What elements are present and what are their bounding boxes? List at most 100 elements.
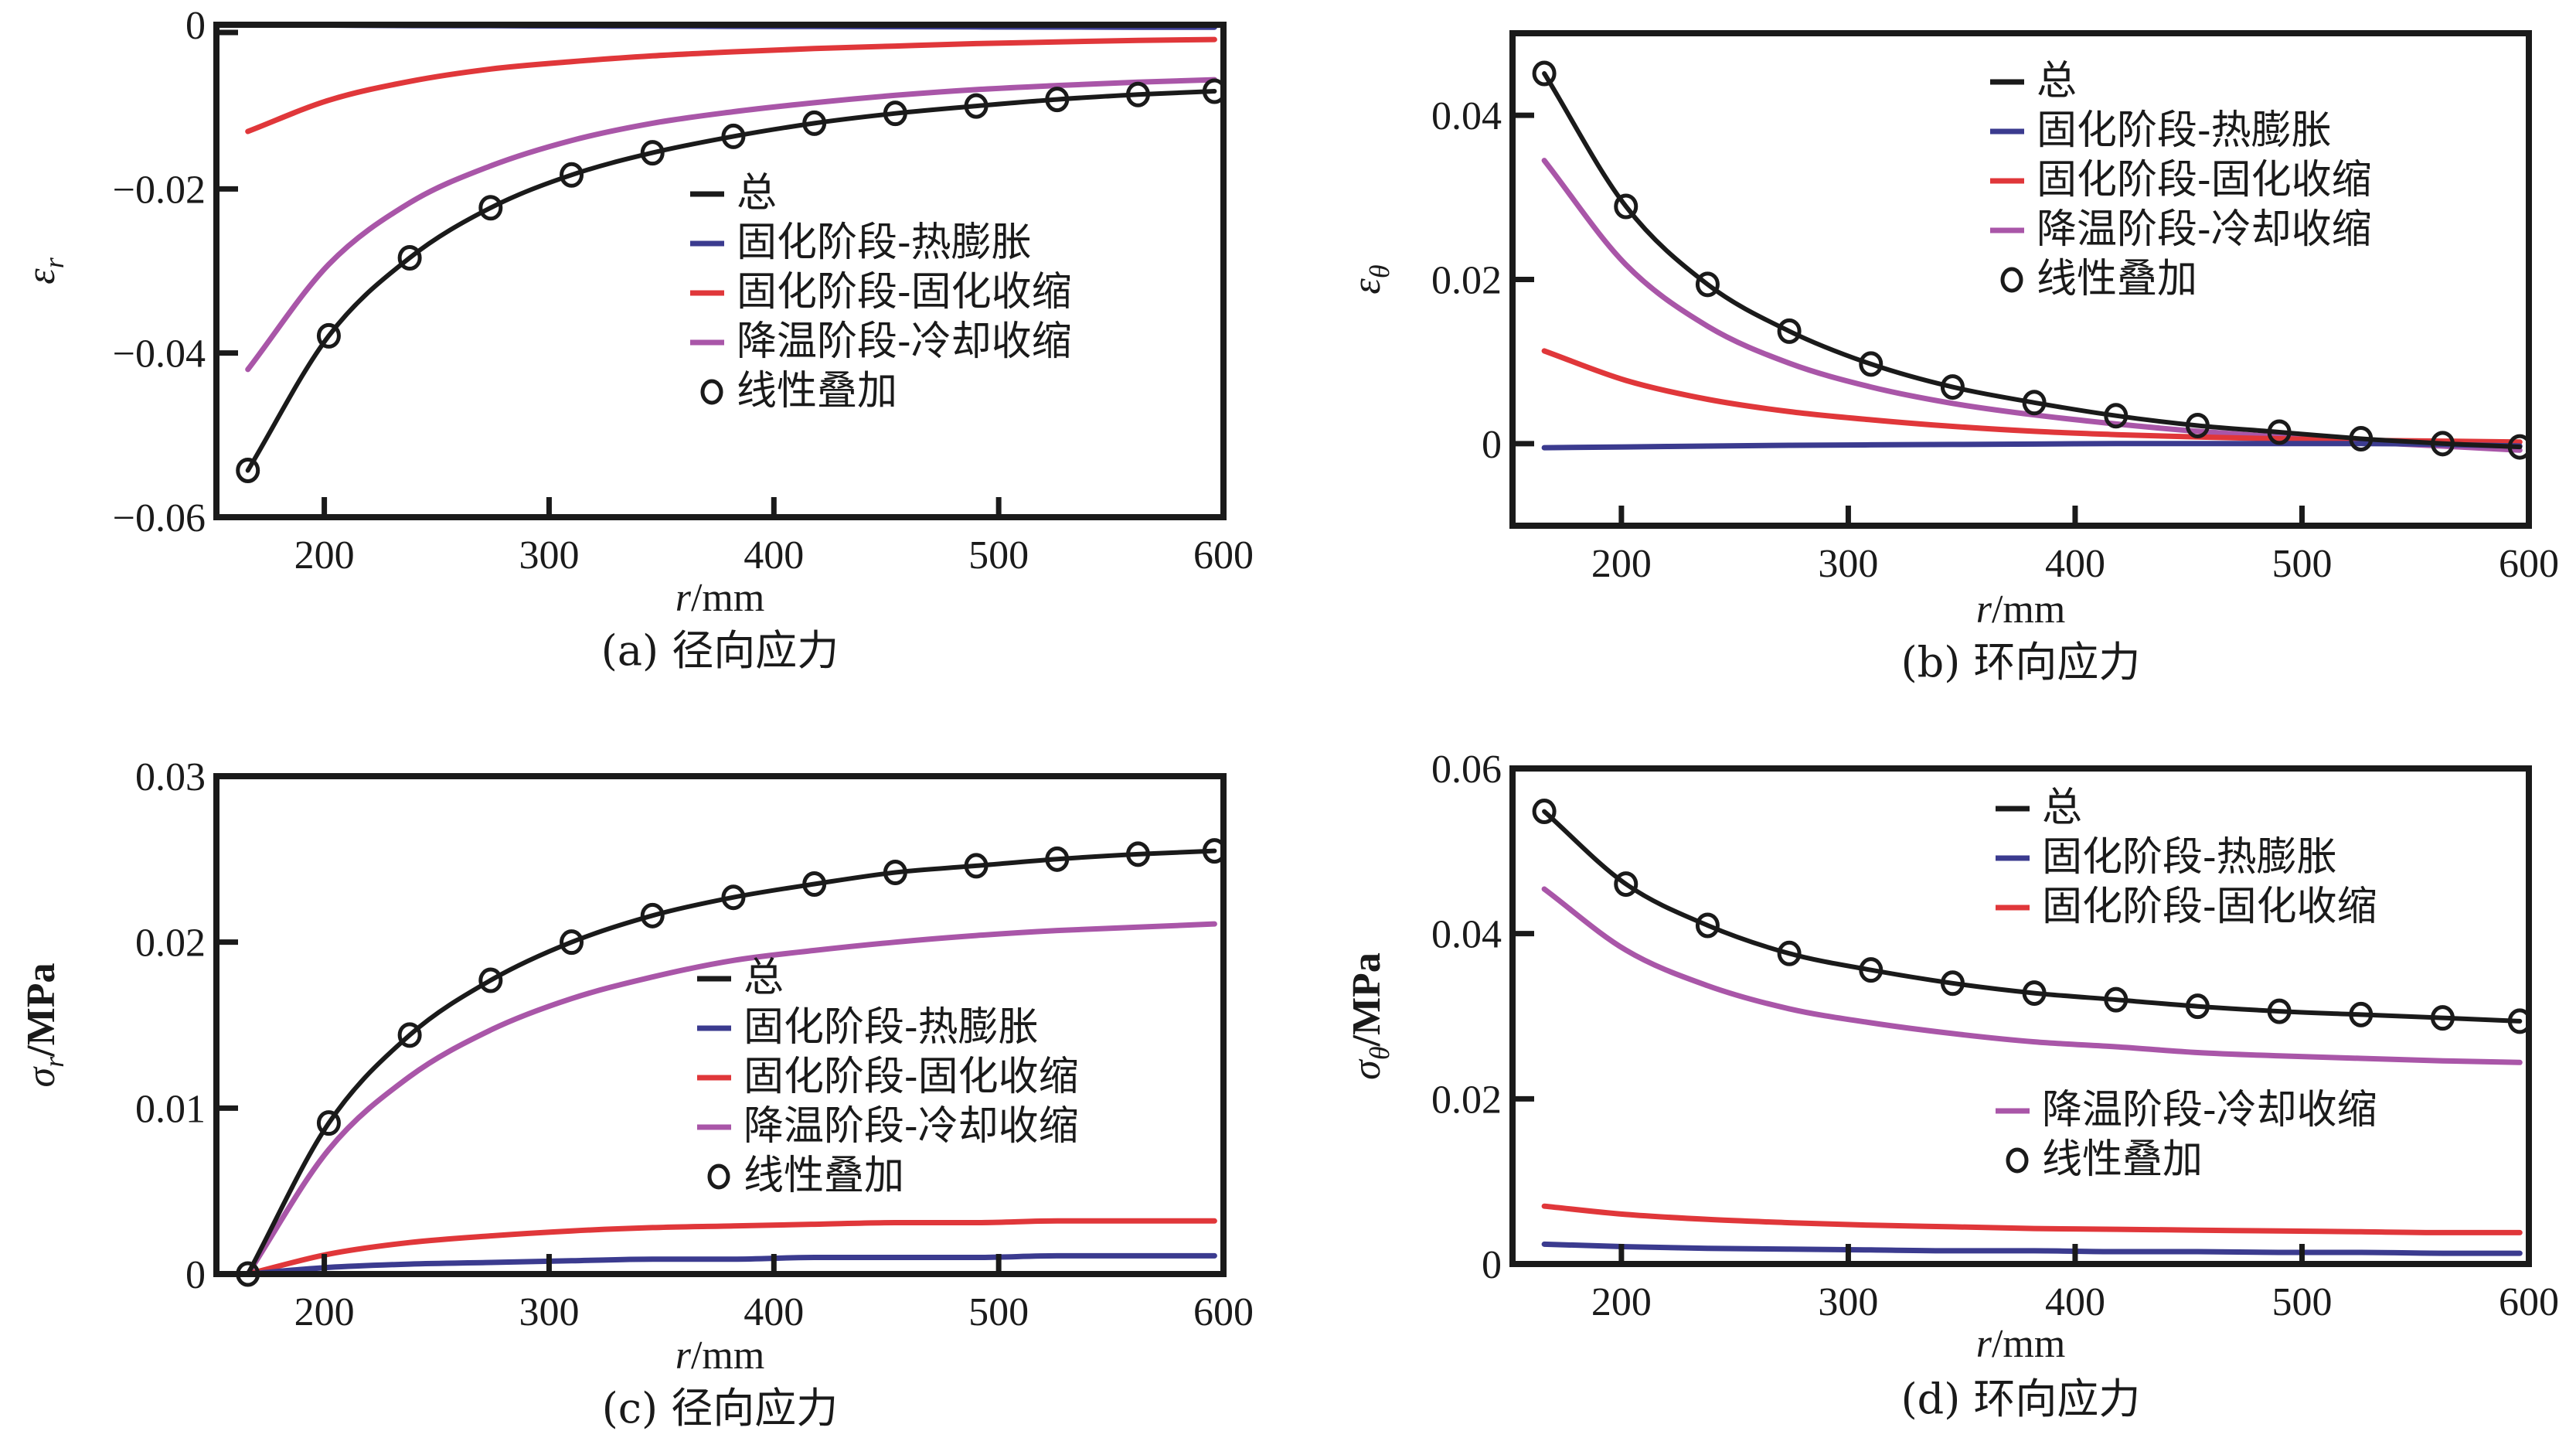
- panel-c: 200 300 400 500 60000.010.020.03σr/MPar/mm(c…: [19, 755, 1254, 1433]
- series-markers-superposition: [236, 78, 1227, 483]
- x-tick-label: 500: [968, 533, 1029, 577]
- data-point-marker: [1532, 60, 1557, 87]
- legend-item-cure: 固化阶段-固化收缩: [690, 269, 1072, 315]
- y-tick-label: 0.01: [135, 1087, 206, 1131]
- data-point-marker: [2349, 1001, 2374, 1027]
- axes-frame: [213, 773, 1227, 1277]
- legend-item-superposition: 线性叠加: [707, 1153, 904, 1199]
- data-point-marker: [964, 853, 989, 879]
- panel-caption: (b) 环向应力: [1901, 638, 2141, 687]
- x-tick-label: 300: [1818, 542, 1878, 586]
- x-axis-label-symbol: r: [675, 576, 692, 620]
- x-axis-label: r/mm: [1976, 1322, 2066, 1366]
- legend-label: 固化阶段-固化收缩: [737, 269, 1072, 315]
- x-axis-label-unit: /mm: [691, 576, 764, 620]
- data-point-marker: [478, 967, 503, 993]
- y-tick-label: 0.06: [1431, 748, 1502, 792]
- y-axis-label-subscript: r: [39, 1056, 70, 1068]
- legend-label: 线性叠加: [737, 368, 897, 414]
- legend-item-superposition: 线性叠加: [700, 368, 897, 414]
- y-axis-label: εθ: [1345, 264, 1395, 294]
- series-line-total: [1542, 71, 2523, 450]
- data-point-marker: [883, 860, 907, 886]
- y-tick-label: 0.03: [135, 755, 206, 799]
- data-point-marker: [640, 140, 665, 166]
- x-axis-label: r/mm: [675, 1334, 765, 1378]
- x-axis-label: r/mm: [675, 576, 765, 620]
- x-tick-label: 200: [1591, 542, 1652, 586]
- y-tick-label: 0: [185, 4, 206, 48]
- plot-area: [245, 25, 1217, 473]
- x-tick-label: 600: [1193, 533, 1254, 577]
- data-point-marker: [1045, 87, 1070, 113]
- legend-label: 固化阶段-固化收缩: [2042, 884, 2377, 930]
- legend-item-thermal: 固化阶段-热膨胀: [697, 1004, 1039, 1051]
- legend-label: 固化阶段-热膨胀: [2037, 107, 2332, 154]
- data-point-marker: [1045, 846, 1070, 872]
- legend-label: 线性叠加: [2042, 1136, 2203, 1183]
- legend-label: 固化阶段-热膨胀: [737, 220, 1032, 266]
- y-axis-label-unit: /MPa: [19, 963, 63, 1058]
- data-point-marker: [1614, 193, 1638, 220]
- series-line-cure: [1541, 348, 2523, 445]
- axes-frame: [213, 22, 1227, 520]
- data-point-marker: [802, 871, 827, 898]
- series-line-total: [1542, 809, 2523, 1024]
- y-axis-label-symbol: ε: [1345, 278, 1389, 295]
- panel-caption: (a) 径向应力: [601, 626, 839, 675]
- series-line-cooling: [245, 921, 1217, 1274]
- legend-label: 降温阶段-冷却收缩: [2037, 206, 2372, 253]
- plot-area: [1541, 809, 2523, 1256]
- legend-label: 总: [737, 170, 777, 216]
- y-tick-label: 0: [185, 1253, 206, 1297]
- series-line-cure: [245, 36, 1217, 135]
- axes-frame: [1509, 765, 2532, 1267]
- y-axis-label: σθ/MPa: [1345, 952, 1395, 1080]
- legend-item-total: 总: [1996, 785, 2082, 831]
- legend-item-total: 总: [697, 955, 784, 1001]
- legend-label: 固化阶段-固化收缩: [744, 1054, 1079, 1100]
- data-point-marker: [721, 884, 746, 911]
- data-point-marker: [883, 101, 907, 127]
- data-point-marker: [2267, 419, 2292, 445]
- series-line-thermal: [245, 1252, 1217, 1274]
- data-point-marker: [1940, 374, 1965, 400]
- data-point-marker: [1859, 351, 1884, 377]
- x-tick-label: 300: [1818, 1280, 1878, 1324]
- panel-caption: (c) 径向应力: [602, 1384, 839, 1433]
- data-point-marker: [2022, 980, 2047, 1007]
- x-axis-label-symbol: r: [1976, 1322, 1992, 1366]
- data-point-marker: [1777, 940, 1802, 966]
- data-point-marker: [1777, 318, 1802, 344]
- legend-label: 固化阶段-热膨胀: [2042, 834, 2337, 881]
- data-point-marker: [560, 162, 584, 188]
- data-point-marker: [1125, 841, 1150, 867]
- x-tick-label: 200: [294, 1290, 355, 1334]
- series-line-total: [245, 848, 1217, 1274]
- legend-label: 总: [2042, 785, 2082, 831]
- legend-item-total: 总: [1990, 58, 2077, 104]
- x-axis-label: r/mm: [1976, 588, 2066, 632]
- data-point-marker: [397, 1022, 422, 1048]
- y-axis-label-subscript: r: [39, 257, 70, 268]
- legend-marker-circle-icon: [2000, 267, 2023, 293]
- legend-item-cooling: 降温阶段-冷却收缩: [690, 319, 1072, 365]
- x-tick-label: 600: [2499, 542, 2559, 586]
- series-line-cure: [1541, 1203, 2523, 1235]
- y-tick-label: −0.02: [113, 168, 206, 212]
- legend-label: 线性叠加: [744, 1153, 904, 1199]
- y-axis-label-unit: /MPa: [1345, 952, 1389, 1047]
- series-markers-superposition: [1532, 799, 2532, 1034]
- panel-b: 200 300 400 500 600 0 0.02 0.04 εθ r/mm (b) 环向应力 总固…: [1345, 30, 2559, 687]
- legend-item-cure: 固化阶段-固化收缩: [1996, 884, 2377, 930]
- data-point-marker: [1125, 81, 1150, 107]
- series-markers-superposition: [1532, 60, 2532, 460]
- legend-item-thermal: 固化阶段-热膨胀: [690, 220, 1032, 266]
- y-tick-label: −0.06: [113, 496, 206, 540]
- x-tick-label: 500: [968, 1290, 1029, 1334]
- y-tick-label: 0.02: [135, 922, 206, 966]
- y-tick-label: 0.02: [1431, 1078, 1502, 1122]
- x-tick-label: 200: [294, 533, 355, 577]
- x-tick-label: 300: [519, 1290, 579, 1334]
